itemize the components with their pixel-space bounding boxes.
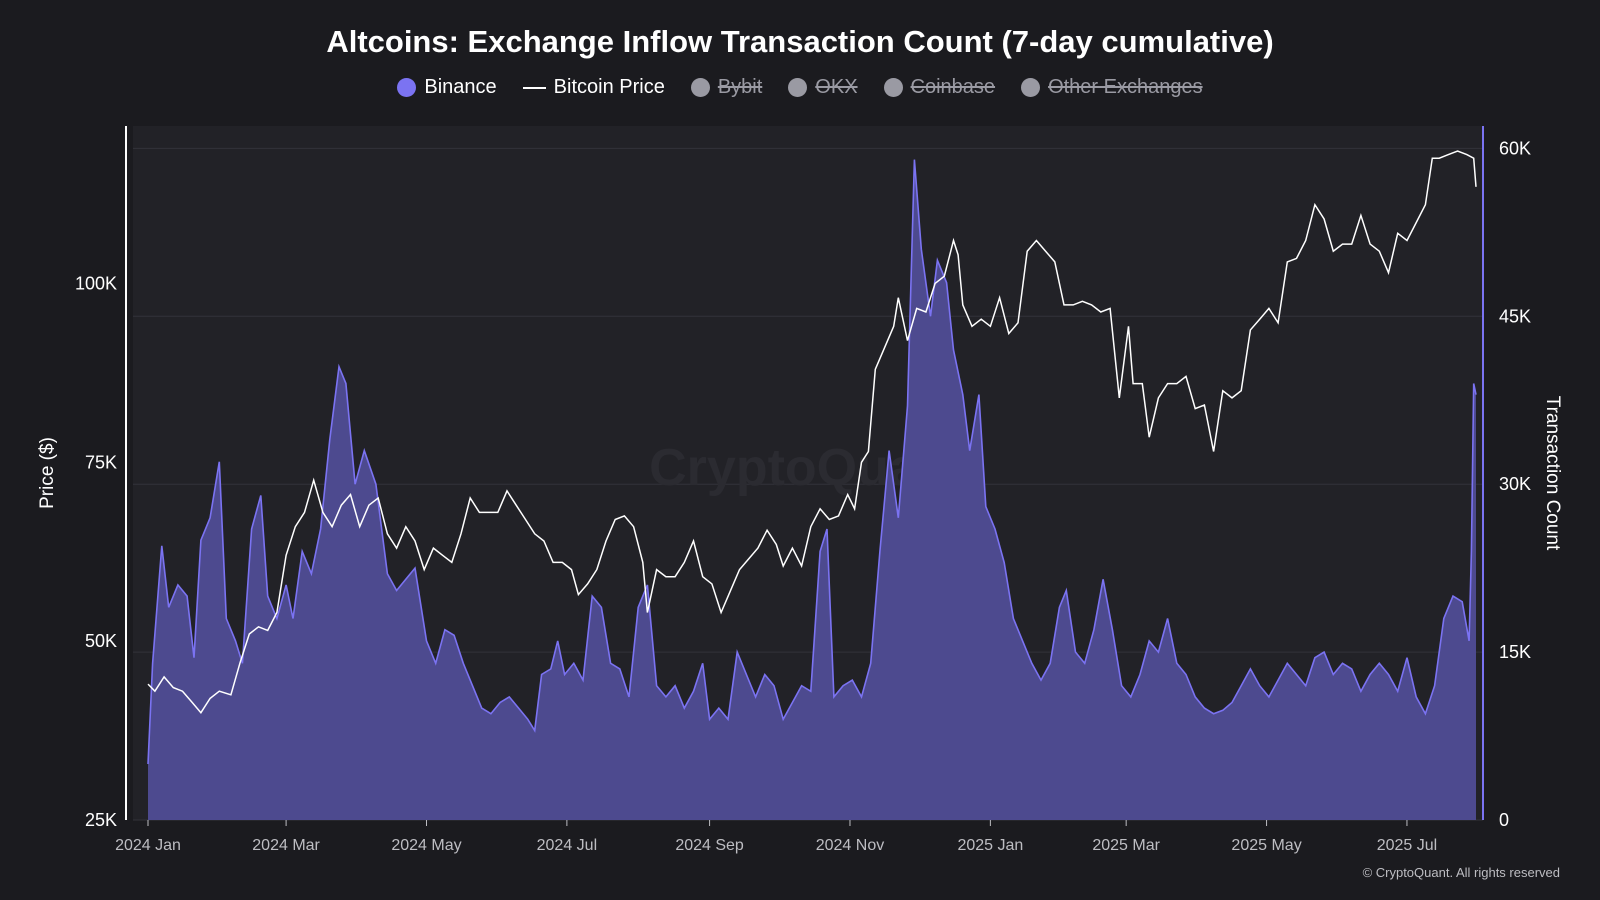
- y-right-tick-label: 0: [1499, 810, 1509, 830]
- y-left-tick-label: 75K: [85, 452, 117, 472]
- legend-item-okx[interactable]: OKX: [788, 76, 858, 99]
- x-tick-label: 2025 Jan: [957, 837, 1023, 854]
- series-layer: [147, 150, 1477, 821]
- x-tick-label: 2025 Jul: [1377, 837, 1438, 854]
- legend-item-other[interactable]: Other Exchanges: [1021, 76, 1203, 99]
- chart-title: Altcoins: Exchange Inflow Transaction Co…: [326, 24, 1274, 59]
- x-tick-label: 2025 May: [1231, 837, 1301, 854]
- x-tick-label: 2024 Mar: [252, 837, 320, 854]
- legend-label: Binance: [424, 76, 497, 98]
- dot-marker-icon: [788, 78, 808, 97]
- x-tick-label: 2024 Jul: [537, 837, 598, 854]
- series-binance-area: [148, 159, 1476, 821]
- y-left-tick-label: 25K: [85, 810, 117, 830]
- legend-item-bybit[interactable]: Bybit: [690, 76, 763, 99]
- x-tick-label: 2024 Nov: [816, 837, 885, 854]
- x-tick-label: 2025 Mar: [1092, 837, 1160, 854]
- legend-label: OKX: [815, 76, 858, 98]
- dot-marker-icon: [690, 78, 710, 97]
- y-left-tick-label: 100K: [75, 273, 117, 293]
- axes-layer: 25K 50K 75K 100K 0 15K 30K 45K 60K 2024 Jan 2024 M…: [75, 126, 1531, 854]
- legend-item-binance[interactable]: Binance: [397, 76, 497, 99]
- dot-marker-icon: [1021, 78, 1041, 97]
- x-tick-label: 2024 May: [391, 837, 461, 854]
- y-right-tick-label: 45K: [1499, 306, 1531, 326]
- legend-item-btc[interactable]: Bitcoin Price: [522, 76, 665, 99]
- legend-label: Bybit: [717, 76, 763, 98]
- line-marker-icon: [522, 86, 546, 89]
- legend-label: Coinbase: [910, 76, 996, 98]
- chart-legend: Binance Bitcoin Price Bybit OKX Coinbase Othe…: [0, 76, 1600, 99]
- y-right-tick-label: 30K: [1499, 474, 1531, 494]
- legend-label: Other Exchanges: [1048, 76, 1203, 98]
- dot-marker-icon: [883, 78, 903, 97]
- y-left-tick-label: 50K: [85, 631, 117, 651]
- x-tick-label: 2024 Jan: [115, 837, 181, 854]
- y-left-axis-title: Price ($): [37, 437, 58, 509]
- legend-label: Bitcoin Price: [553, 76, 665, 98]
- x-tick-label: 2024 Sep: [675, 837, 744, 854]
- dot-marker-icon: [397, 78, 417, 97]
- y-right-axis-title: Transaction Count: [1542, 396, 1563, 551]
- series-bitcoin-price-line: [147, 150, 1477, 714]
- y-right-tick-label: 15K: [1499, 642, 1531, 662]
- copyright-text: © CryptoQuant. All rights reserved: [1363, 865, 1560, 880]
- series-binance-line: [147, 159, 1477, 765]
- legend-item-coinbase[interactable]: Coinbase: [883, 76, 996, 99]
- y-right-tick-label: 60K: [1499, 138, 1531, 158]
